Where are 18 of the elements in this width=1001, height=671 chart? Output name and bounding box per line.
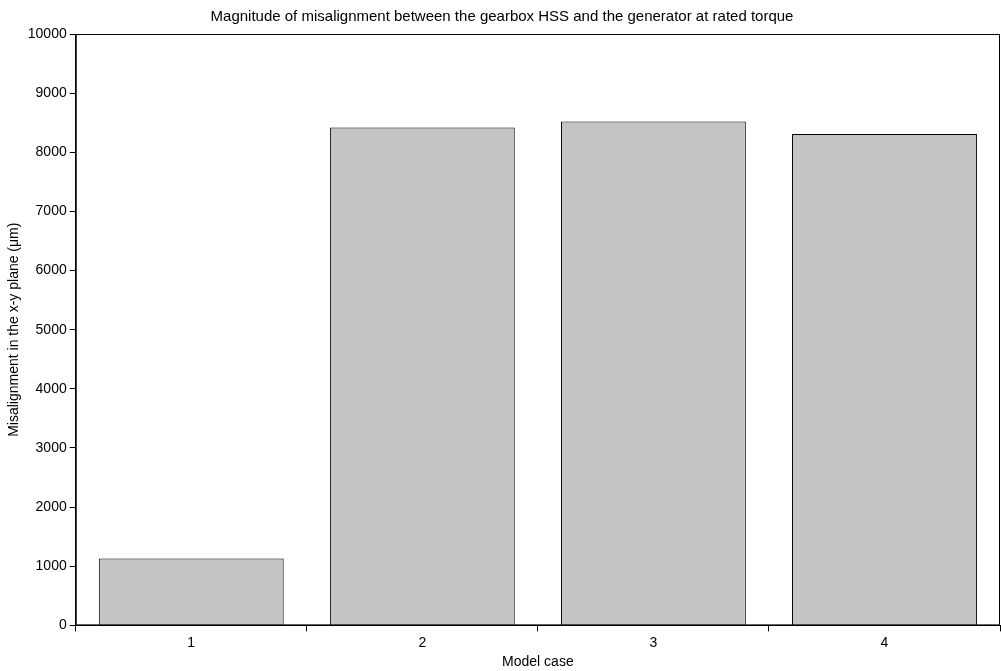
y-tick-label: 8000 [35, 143, 67, 160]
y-tick-label: 1000 [35, 557, 67, 574]
x-tick-label: 4 [880, 633, 889, 650]
x-tick-label: 1 [187, 633, 196, 650]
chart-title: Magnitude of misalignment between the gearbox HSS and the generator at rated torque [210, 7, 794, 25]
y-tick-label: 6000 [35, 261, 67, 278]
y-tick-label: 2000 [35, 497, 67, 514]
y-tick-label: 3000 [35, 438, 67, 455]
y-tick-label: 7000 [35, 202, 67, 219]
y-tick-label: 10000 [27, 24, 67, 41]
y-tick-label: 9000 [35, 84, 67, 100]
x-axis-title: Model case [502, 653, 574, 670]
y-axis-title: Misalignment in the x-y plane (μm) [5, 222, 22, 437]
y-tick-label: 5000 [35, 320, 67, 337]
x-tick-label: 3 [649, 633, 658, 650]
x-tick-label: 2 [418, 633, 427, 650]
y-tick-label: 4000 [35, 379, 67, 396]
y-tick-label: 0 [58, 616, 67, 633]
